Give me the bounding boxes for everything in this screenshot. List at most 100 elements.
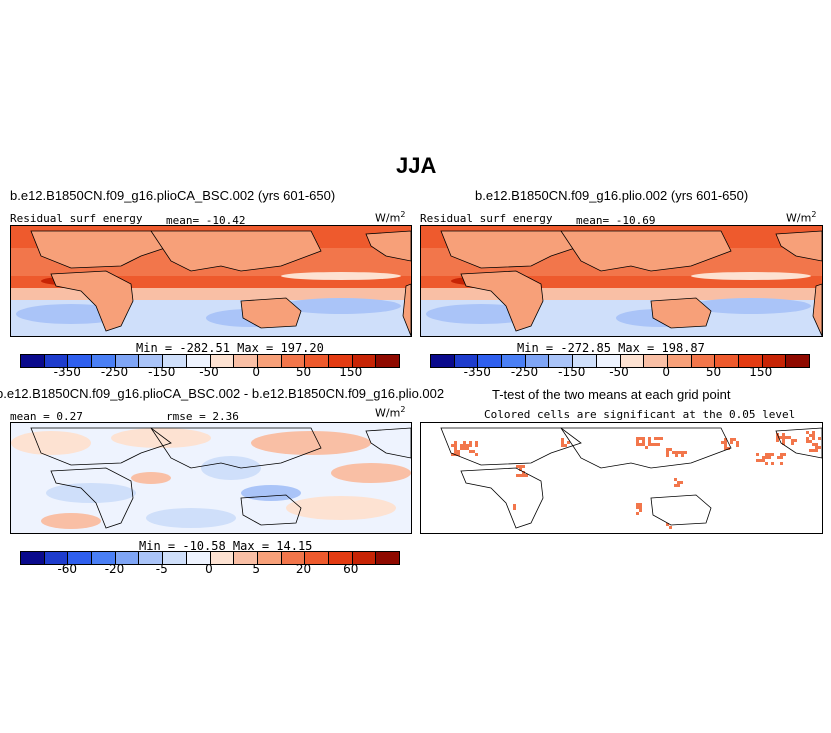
significant-cell	[675, 451, 678, 454]
colorbar-tick-label: 150	[339, 365, 363, 379]
significant-cell	[639, 509, 642, 512]
significant-cell	[636, 443, 639, 446]
colorbar-2-swatch	[431, 355, 455, 367]
colorbar-tick-label: 0	[252, 365, 261, 379]
significant-cell	[672, 451, 675, 454]
panel4-field	[440, 427, 822, 529]
itcz-band-pacific	[281, 272, 401, 280]
significant-cell	[642, 443, 645, 446]
significant-cell	[666, 523, 669, 526]
significant-cell	[736, 444, 739, 447]
significant-cell	[818, 446, 821, 449]
significant-cell	[684, 451, 687, 454]
significant-cell	[469, 441, 472, 444]
colorbar-3-swatch	[305, 552, 329, 564]
significant-cell	[812, 434, 815, 437]
significant-cell	[654, 437, 657, 440]
colorbar-1-swatch	[234, 355, 258, 367]
colorbar-1-swatch	[186, 355, 211, 367]
significant-cell	[791, 439, 794, 442]
significant-cell	[451, 453, 454, 456]
significant-cell	[818, 437, 821, 440]
significant-cell	[756, 453, 759, 456]
colorbar-tick-label: -50	[199, 365, 219, 379]
significant-cell	[564, 444, 567, 447]
significant-cell	[648, 443, 651, 446]
significant-cell	[809, 434, 812, 437]
significant-cell	[636, 512, 639, 515]
panel2-field	[421, 226, 822, 336]
significant-cell	[776, 436, 779, 439]
significant-cell	[454, 450, 457, 453]
significant-cell	[636, 437, 639, 440]
significant-cell	[815, 443, 818, 446]
colorbar-3-swatch	[68, 552, 93, 564]
significant-cell	[466, 444, 469, 447]
colorbar-2-swatch	[549, 355, 574, 367]
significant-cell	[463, 444, 466, 447]
colorbar-tick-label: -150	[558, 365, 586, 379]
colorbar-2-swatch	[762, 355, 787, 367]
colorbar-1-swatch	[21, 355, 45, 367]
significant-cell	[469, 444, 472, 447]
significant-cell	[674, 478, 677, 481]
significant-cell	[475, 441, 478, 444]
colorbar-3-swatch	[352, 552, 377, 564]
significant-cell	[724, 438, 727, 441]
significant-cell	[782, 436, 785, 439]
significant-cell	[666, 454, 669, 457]
colorbar-tick-label: -60	[57, 562, 78, 576]
significant-cell	[677, 481, 680, 484]
colorbar-1-swatch	[328, 355, 353, 367]
panel4-map	[420, 422, 823, 534]
significant-cell	[642, 440, 645, 443]
significant-cell	[680, 481, 683, 484]
significant-cell	[636, 506, 639, 509]
significant-cell	[765, 456, 768, 459]
significant-cell	[759, 459, 762, 462]
panel3-field	[11, 423, 411, 533]
significant-cell	[762, 459, 765, 462]
significant-cell	[567, 441, 570, 444]
significant-cell	[780, 453, 783, 456]
significant-cell	[666, 451, 669, 454]
colorbar-2-swatch	[525, 355, 550, 367]
significant-cell	[460, 444, 463, 447]
significant-cell	[516, 465, 519, 468]
panel1-map	[10, 225, 412, 337]
significant-cell	[451, 444, 454, 447]
panel3-units: W/m2	[375, 405, 406, 420]
significant-cell	[639, 437, 642, 440]
significant-cell	[660, 437, 663, 440]
colorbar-2-swatch	[502, 355, 526, 367]
panel4-subtitle: Colored cells are significant at the 0.0…	[484, 408, 796, 421]
significant-cell	[657, 437, 660, 440]
significant-cell	[724, 447, 727, 450]
colorbar-tick-label: -250	[100, 365, 129, 379]
significant-cell	[721, 441, 724, 444]
significant-cell	[636, 503, 639, 506]
significant-cell	[809, 449, 812, 452]
colorbar-1-swatch	[139, 355, 164, 367]
significant-cell	[666, 448, 669, 451]
colorbar-2-swatch	[644, 355, 668, 367]
panel2-title: b.e12.B1850CN.f09_g16.plio.002 (yrs 601-…	[475, 188, 749, 203]
panel1-mean: mean= -10.42	[166, 214, 246, 227]
significant-cell	[782, 442, 785, 445]
significant-cell	[469, 450, 472, 453]
asia	[150, 230, 322, 272]
significant-cell	[519, 474, 522, 477]
significant-cell	[519, 465, 522, 468]
significant-cell	[756, 459, 759, 462]
panel2-mean: mean= -10.69	[576, 214, 656, 227]
significant-cell	[724, 444, 727, 447]
panel3-map	[10, 422, 412, 534]
colorbar-1-swatch	[92, 355, 116, 367]
colorbar-3-swatch	[328, 552, 353, 564]
significant-cell	[771, 462, 774, 465]
significant-cell	[762, 456, 765, 459]
significant-cell	[675, 454, 678, 457]
colorbar-3-swatch	[44, 552, 69, 564]
significant-cell	[791, 442, 794, 445]
panel1-minmax: Min = -282.51 Max = 197.20	[136, 341, 324, 355]
